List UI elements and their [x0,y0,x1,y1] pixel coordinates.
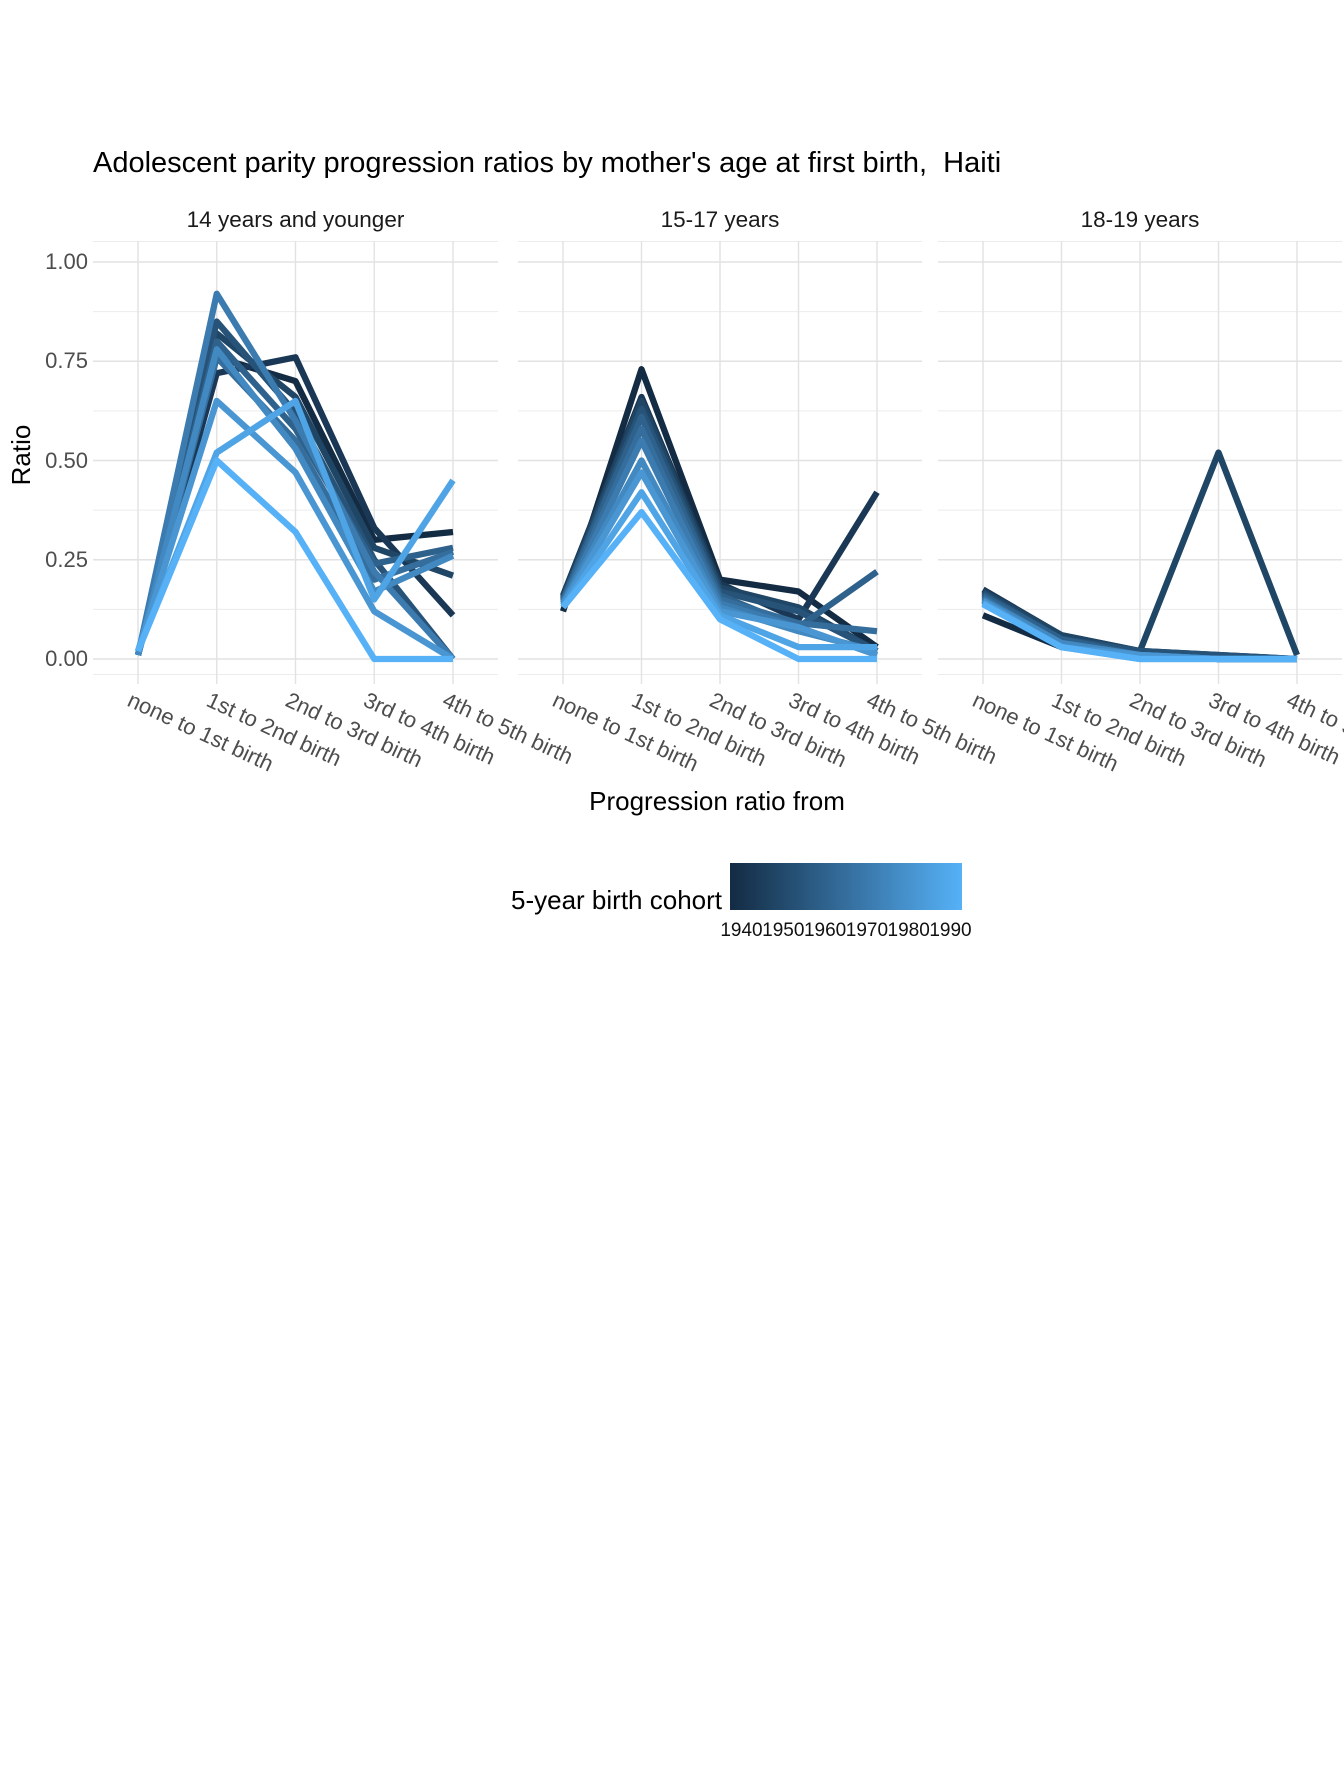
legend-year-label-1940: 1940 [720,920,763,941]
facet-strip-18-19: 18-19 years [1080,207,1200,232]
legend-year-label-1950: 1950 [762,920,805,941]
cohort-line-1975-facet-0 [134,346,455,656]
cohort-line-1990-facet-2 [981,601,1297,663]
cohort-line-1980-facet-0 [134,397,455,662]
cohort-line-1990-facet-1 [560,508,877,663]
y-tick-label-0.00: 0.00 [45,646,88,671]
legend-gradient-bar [730,863,962,910]
legend-year-label-1990: 1990 [929,920,972,941]
facet-strip-14-and-younger: 14 years and younger [186,207,405,232]
legend-title: 5-year birth cohort [511,885,722,915]
chart-title: Adolescent parity progression ratios by … [93,147,1002,179]
y-tick-label-1.00: 1.00 [45,249,88,274]
facet-strip-15-17: 15-17 years [660,207,780,232]
legend-year-label-1960: 1960 [803,920,847,941]
chart-canvas [93,241,1342,684]
y-tick-label-0.25: 0.25 [45,546,88,572]
x-axis-title: Progression ratio from [589,786,845,816]
cohort-line-1955-facet-0 [134,318,456,661]
cohort-line-1970-facet-0 [134,290,456,662]
y-tick-label-0.50: 0.50 [45,447,88,473]
cohort-line-1990-facet-0 [135,457,453,663]
legend-year-label-1970: 1970 [845,920,889,941]
legend-year-label-1980: 1980 [887,920,930,941]
y-tick-label-0.75: 0.75 [45,348,88,374]
